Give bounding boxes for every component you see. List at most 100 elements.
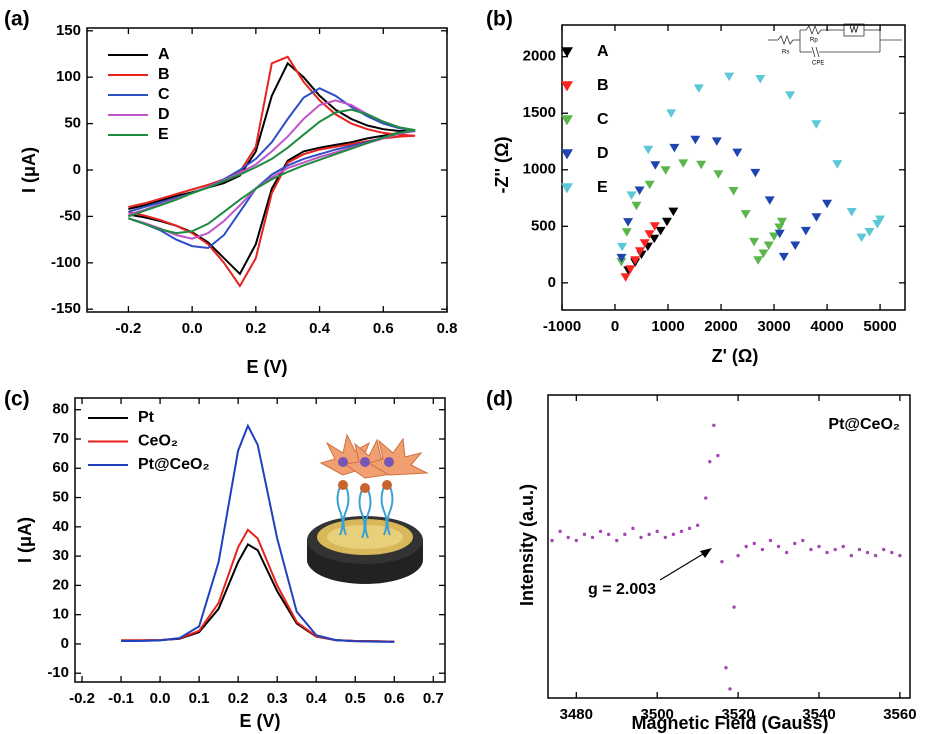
y-axis-title: -Z'' (Ω) (492, 137, 512, 194)
data-point (749, 237, 760, 247)
data-point (728, 687, 732, 691)
data-point (631, 526, 635, 531)
x-axis-title: E (V) (246, 357, 287, 377)
legend-label: B (158, 66, 170, 83)
data-point (693, 84, 704, 93)
x-tick-label: -0.2 (69, 690, 95, 707)
y-tick-label: 0 (73, 161, 81, 178)
series-line (128, 108, 416, 235)
data-point (774, 229, 785, 239)
circuit-inset (768, 23, 902, 58)
data-point (728, 187, 739, 196)
x-axis-title: E (V) (239, 711, 280, 731)
plot-area (542, 423, 902, 691)
y-axis-title: I (μA) (19, 147, 39, 193)
circuit-label: Rs (782, 50, 789, 56)
x-axis-title: Magnetic Field (Gauss) (631, 713, 828, 733)
legend-label: B (597, 77, 609, 94)
data-point (566, 535, 570, 540)
legend-swatch (561, 115, 573, 126)
data-point (639, 239, 650, 248)
data-point (620, 273, 631, 282)
y-tick-label: 50 (52, 489, 69, 506)
legend-swatch (561, 149, 573, 160)
data-point (712, 423, 716, 427)
data-point (740, 210, 751, 219)
data-point (841, 544, 845, 549)
data-point (724, 666, 728, 670)
data-point (671, 532, 676, 537)
plot-area (121, 423, 395, 643)
y-tick-label: 80 (52, 401, 69, 418)
y-tick-label: 10 (52, 606, 69, 623)
x-tick-label: 5000 (863, 318, 896, 335)
axes-frame (74, 397, 446, 683)
data-point (666, 109, 677, 118)
legend-label: E (597, 179, 608, 196)
y-tick-label: 40 (52, 518, 69, 535)
x-tick-label: 0.0 (150, 690, 171, 707)
series-line (128, 99, 416, 240)
x-tick-label: 0.7 (423, 690, 444, 707)
data-point (623, 532, 627, 537)
data-point (634, 186, 645, 195)
data-point (856, 233, 867, 243)
x-tick-label: 0.5 (345, 690, 366, 707)
x-tick-label: 3540 (802, 706, 835, 723)
electrode-inset (307, 433, 429, 584)
data-point (643, 145, 654, 155)
data-point (857, 547, 862, 552)
x-tick-label: 0.3 (267, 690, 288, 707)
data-point (649, 234, 660, 244)
series-line (128, 55, 416, 288)
data-point (626, 191, 637, 200)
data-point (825, 550, 829, 555)
x-tick-label: 0.6 (384, 690, 405, 707)
data-point (704, 496, 708, 500)
x-tick-label: 0.1 (189, 690, 210, 707)
data-point (625, 265, 636, 274)
data-point (784, 550, 789, 555)
data-point (606, 532, 611, 537)
data-point (639, 535, 643, 540)
legend-label: CeO₂ (138, 433, 178, 450)
data-point (679, 529, 684, 534)
data-point (890, 550, 894, 555)
data-point (550, 538, 554, 543)
data-point (898, 553, 902, 558)
data-point (655, 226, 666, 236)
legend-swatch (561, 183, 573, 194)
data-point (865, 550, 870, 555)
panel-label: (b) (486, 8, 513, 31)
data-point (832, 160, 843, 169)
x-tick-label: 2000 (704, 318, 737, 335)
x-tick-label: 0 (611, 318, 619, 335)
x-tick-label: 4000 (810, 318, 843, 335)
data-point (778, 252, 789, 262)
y-tick-label: -10 (47, 664, 69, 681)
data-point (695, 523, 700, 527)
y-tick-label: 70 (52, 430, 69, 447)
circuit-label: W (850, 24, 859, 34)
data-point (811, 213, 822, 222)
data-point (811, 120, 822, 129)
data-point (615, 538, 619, 543)
data-point (582, 532, 587, 537)
data-point (542, 533, 545, 536)
data-point (644, 230, 655, 239)
plot-area (128, 55, 416, 288)
data-point (817, 544, 821, 549)
y-tick-label: -50 (59, 207, 81, 224)
y-tick-label: -150 (51, 300, 81, 317)
y-tick-label: 50 (64, 115, 81, 132)
series-line (128, 61, 416, 276)
x-tick-label: 0.6 (373, 320, 394, 337)
data-point (790, 241, 801, 251)
data-point (822, 199, 833, 209)
data-point (558, 529, 562, 534)
data-point (763, 241, 774, 251)
y-tick-label: 60 (52, 459, 69, 476)
data-point (777, 217, 788, 227)
y-tick-label: 2000 (523, 48, 556, 65)
